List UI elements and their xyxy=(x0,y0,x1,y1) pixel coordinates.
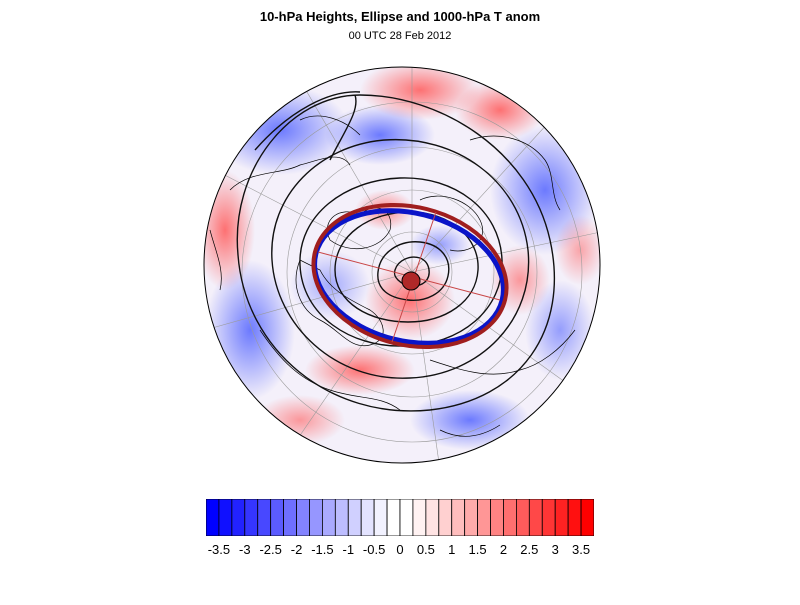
colorbar-tick-label: -3.5 xyxy=(207,542,231,557)
colorbar-box xyxy=(270,499,284,536)
colorbar-tick-label: 0.5 xyxy=(416,542,435,557)
ellipse-outer-ring xyxy=(311,202,509,350)
colorbar-box xyxy=(464,499,479,536)
colorbar-box xyxy=(322,499,336,536)
colorbar-box xyxy=(283,499,297,536)
colorbar-tick-label: 2.5 xyxy=(520,542,539,557)
colorbar-tick-label: -1 xyxy=(342,542,355,557)
colorbar-box xyxy=(386,499,401,536)
colorbar-tick-label: 1 xyxy=(448,542,456,557)
colorbar-box xyxy=(438,499,453,536)
colorbar-box xyxy=(347,499,362,536)
colorbar-box xyxy=(515,499,530,536)
ellipse-center-marker xyxy=(401,271,421,291)
colorbar-box xyxy=(231,499,246,536)
colorbar-box xyxy=(490,499,504,536)
colorbar-box xyxy=(451,499,466,536)
colorbar-box xyxy=(360,499,375,536)
colorbar-box xyxy=(528,499,543,536)
colorbar-labels: -3.5 -3 -2.5 -2 -1.5 -1 -0.5 0 0.5 1 1.5 2 2.5 3 3.5 xyxy=(0,542,800,562)
temperature-anomaly-field xyxy=(204,67,600,463)
colorbar-box xyxy=(399,499,414,536)
colorbar-box xyxy=(567,499,582,536)
colorbar-tick-label: -2.5 xyxy=(259,542,282,557)
colorbar-box xyxy=(541,499,556,536)
colorbar-box xyxy=(206,499,220,536)
colorbar-box xyxy=(257,499,272,536)
colorbar-box xyxy=(218,499,233,536)
colorbar-box xyxy=(554,499,569,536)
chart-title: 10-hPa Heights, Ellipse and 1000-hPa T a… xyxy=(259,9,541,24)
height-contours xyxy=(236,91,555,412)
colorbar-box xyxy=(503,499,517,536)
colorbar-box xyxy=(334,499,349,536)
colorbar-box xyxy=(477,499,491,536)
colorbar-box xyxy=(296,499,310,536)
lat-lon-grid xyxy=(204,67,600,463)
chart-subtitle: 00 UTC 28 Feb 2012 xyxy=(348,30,452,42)
colorbar-box xyxy=(412,499,427,536)
colorbar-tick-label: -1.5 xyxy=(311,542,334,557)
colorbar-tick-label: 3 xyxy=(551,542,559,557)
colorbar-box xyxy=(309,499,323,536)
colorbar-tick-label: 1.5 xyxy=(468,542,487,557)
colorbar-tick-label: 2 xyxy=(499,542,508,557)
colorbar-tick-label: 3.5 xyxy=(572,542,591,557)
vortex-ellipse xyxy=(311,202,509,350)
colorbar-box xyxy=(425,499,440,536)
colorbar-box xyxy=(580,499,594,536)
colorbar-tick-label: -3 xyxy=(239,542,251,557)
colorbar-box xyxy=(373,499,388,536)
globe-outline xyxy=(203,66,601,464)
colorbar-tick-label: 0 xyxy=(396,542,404,557)
colorbar-box xyxy=(244,499,259,536)
colorbar xyxy=(206,499,594,536)
colorbar-tick-label: -2 xyxy=(290,542,303,557)
colorbar-tick-label: -0.5 xyxy=(362,542,386,557)
